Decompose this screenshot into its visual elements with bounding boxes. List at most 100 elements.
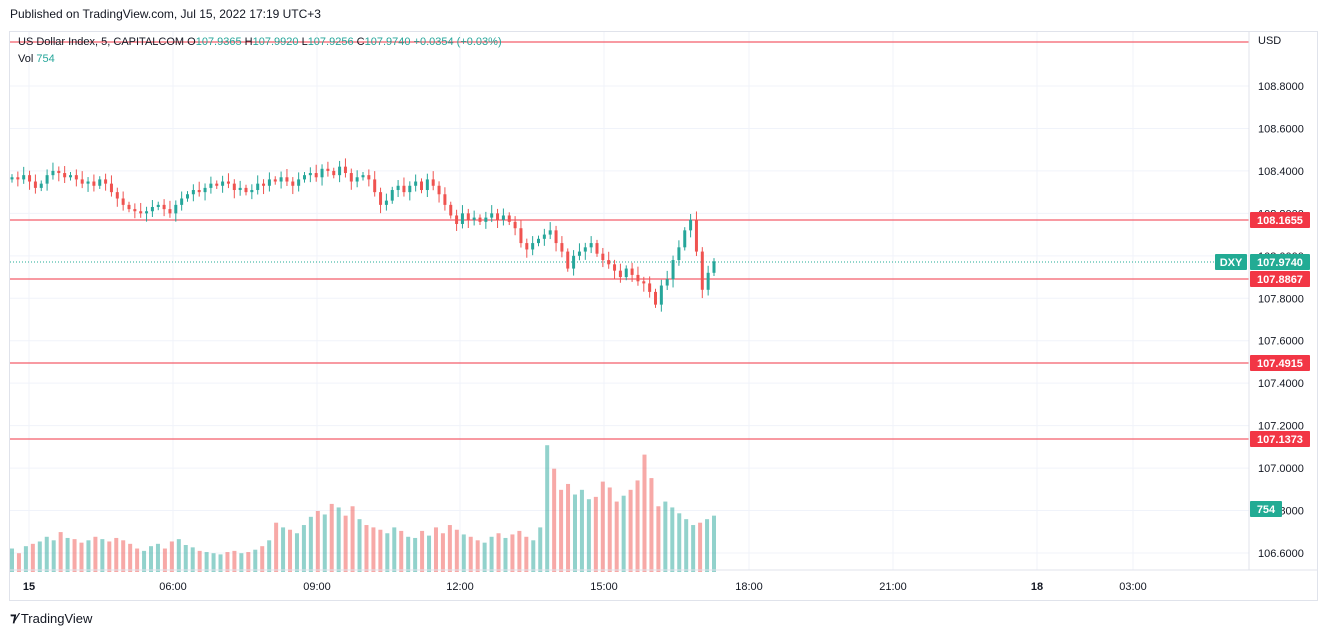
candle-body xyxy=(150,206,154,212)
volume-bar xyxy=(406,536,411,572)
volume-bar xyxy=(350,506,355,572)
low-value: 107.9256 xyxy=(307,36,354,48)
level-badge-bg xyxy=(1250,271,1310,287)
volume-bar xyxy=(190,547,195,572)
volume-value: 754 xyxy=(36,53,55,65)
volume-bar xyxy=(663,501,668,572)
price-tick-label: 108.6000 xyxy=(1258,123,1304,135)
candle-body xyxy=(560,243,564,252)
volume-bar xyxy=(538,527,543,572)
candle-body xyxy=(209,183,213,188)
close-label: C xyxy=(356,36,365,48)
candle-body xyxy=(285,177,289,182)
level-badge-bg xyxy=(1250,212,1310,228)
candle-body xyxy=(92,181,96,186)
candle-body xyxy=(665,279,669,286)
footer-brand[interactable]: ⁊⁄ TradingView xyxy=(10,610,92,626)
candle-body xyxy=(642,281,646,284)
time-axis: 15 06:00 09:00 12:00 15:00 18:00 21:00 18 03:00 xyxy=(10,569,1317,593)
volume-bar xyxy=(253,549,258,572)
price-axis: 108.8000108.6000108.4000108.2000108.0000… xyxy=(1248,32,1304,570)
candle-body xyxy=(408,185,412,193)
volume-bar xyxy=(44,536,49,572)
volume-bar xyxy=(482,542,487,572)
volume-bar xyxy=(260,546,265,572)
volume-bar xyxy=(524,536,529,572)
volume-bar xyxy=(72,539,77,572)
candle-body xyxy=(51,170,55,176)
candle-body xyxy=(267,179,271,186)
volume-bar xyxy=(155,543,160,572)
volume-bar xyxy=(211,553,216,572)
last-price-badge-bg xyxy=(1250,254,1310,270)
candle-body xyxy=(630,268,634,275)
volume-bar xyxy=(510,534,515,572)
candle-body xyxy=(712,261,716,273)
price-tick-label: 107.2000 xyxy=(1258,421,1304,433)
candle-body xyxy=(384,200,388,205)
volume-bar xyxy=(128,543,133,572)
candle-body xyxy=(425,179,429,191)
candle-body xyxy=(396,185,400,191)
volume-bar xyxy=(169,541,174,572)
candle-body xyxy=(402,185,406,193)
volume-bar xyxy=(712,515,716,572)
volume-bar xyxy=(503,537,508,572)
volume-bar xyxy=(454,529,459,572)
candle-body xyxy=(420,181,423,191)
volume-bar xyxy=(142,550,147,572)
volume-bar xyxy=(420,530,425,572)
brand-name: TradingView xyxy=(20,610,93,626)
volume-bar xyxy=(628,489,633,572)
candle-body xyxy=(308,173,312,176)
candle-body xyxy=(700,251,704,290)
volume-bar xyxy=(357,519,362,572)
volume-bar xyxy=(385,533,390,572)
volume-bar xyxy=(58,532,63,572)
candle-body xyxy=(197,190,201,193)
volume-bar xyxy=(135,548,140,572)
candle-body xyxy=(45,175,49,184)
volume-bar xyxy=(308,516,313,572)
volume-legend[interactable]: Vol 754 xyxy=(18,53,55,65)
candle-body xyxy=(297,179,301,186)
candle-body xyxy=(320,168,324,178)
candle-body xyxy=(343,166,347,174)
time-tick-label: 03:00 xyxy=(1119,581,1147,593)
volume-bar xyxy=(579,489,584,572)
volume-bar xyxy=(698,522,703,572)
volume-bar xyxy=(440,533,445,572)
volume-bar xyxy=(593,496,598,572)
candle-body xyxy=(349,173,353,182)
level-badge-bg xyxy=(1250,355,1310,371)
level-badge-bg xyxy=(1250,431,1310,447)
volume-bar xyxy=(183,545,188,572)
candle-body xyxy=(238,187,242,191)
candle-body xyxy=(583,247,587,252)
chart-frame[interactable] xyxy=(9,31,1318,601)
candle-body xyxy=(279,177,283,182)
time-tick-label: 12:00 xyxy=(446,581,474,593)
candle-body xyxy=(437,185,441,195)
volume-bar xyxy=(559,489,564,572)
candle-body xyxy=(39,183,43,188)
volume-bar xyxy=(427,535,432,572)
candle-body xyxy=(443,194,447,205)
symbol-legend[interactable]: US Dollar Index, 5, CAPITALCOM O107.9365… xyxy=(18,36,502,48)
candle-body xyxy=(186,194,189,199)
high-value: 107.9920 xyxy=(252,36,299,48)
volume-bars xyxy=(10,445,716,572)
price-tick-label: 107.0000 xyxy=(1258,463,1304,475)
open-label: O xyxy=(187,36,196,48)
grid-lines xyxy=(10,32,1249,570)
candle-body xyxy=(566,251,570,269)
candle-body xyxy=(10,177,14,180)
volume-bar xyxy=(93,536,98,572)
candle-body xyxy=(671,260,675,280)
candle-body xyxy=(648,283,652,292)
close-value: 107.9740 xyxy=(364,36,411,48)
volume-bar xyxy=(37,541,42,572)
volume-bar xyxy=(51,540,56,572)
price-tick-label: 107.6000 xyxy=(1258,336,1304,348)
